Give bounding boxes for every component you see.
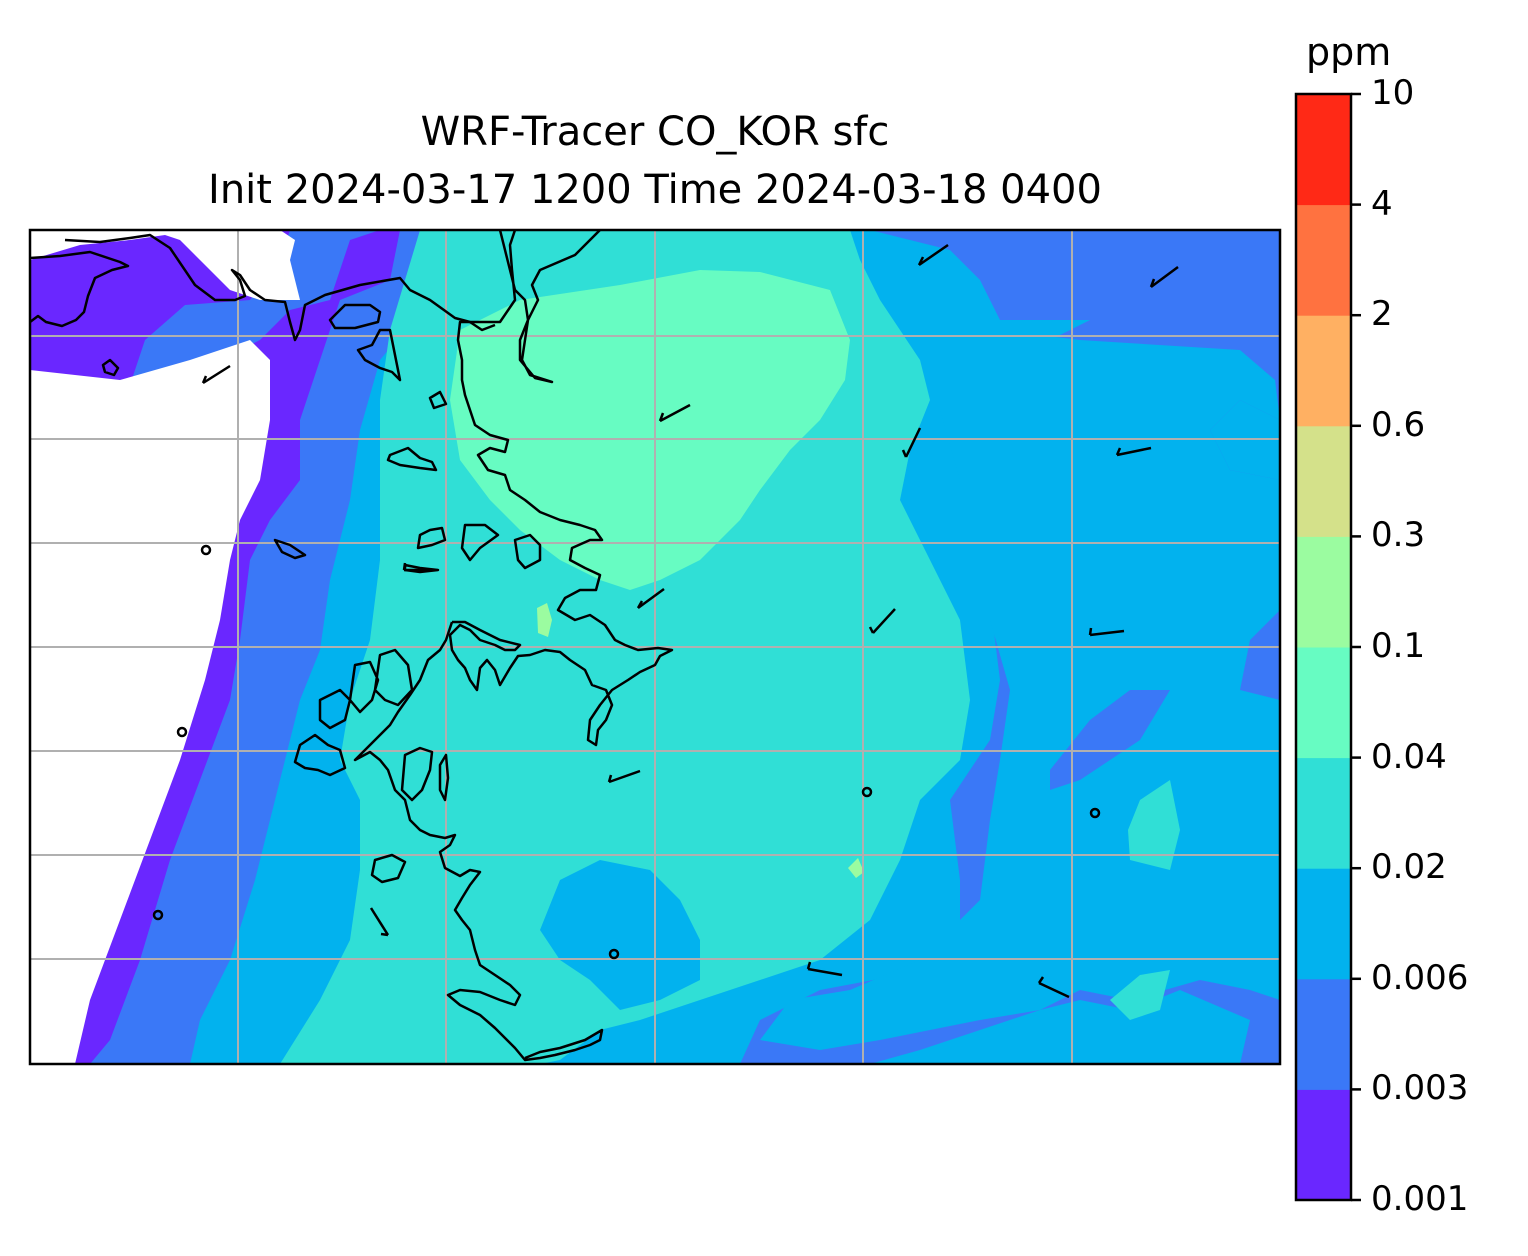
colorbar-segment (1296, 94, 1351, 206)
wind-barb (201, 364, 231, 385)
colorbar-segment (1296, 1089, 1351, 1201)
colorbar-tick-label: 0.001 (1371, 1179, 1469, 1219)
island-circle (152, 909, 164, 921)
colorbar-segment (1296, 647, 1351, 759)
colorbar-segment (1296, 425, 1351, 537)
colorbar-tick-label: 0.1 (1371, 626, 1426, 666)
colorbar-tick-label: 2 (1371, 294, 1393, 335)
wind-barb (658, 403, 691, 423)
contour-002-southeast (1110, 970, 1170, 1020)
contour-004 (450, 270, 850, 590)
wind-barb (868, 608, 896, 634)
coastline-west-korea (448, 320, 674, 747)
wind-barb (402, 562, 436, 572)
map-title: WRF-Tracer CO_KOR sfc (420, 109, 890, 155)
colorbar-unit-label: ppm (1306, 30, 1392, 74)
contour-01-small (848, 858, 864, 878)
colorbar-tick-label: 4 (1371, 183, 1393, 224)
island-circle (176, 726, 188, 738)
island-circle (861, 786, 873, 798)
colorbar-segment (1296, 868, 1351, 980)
wind-barb (1149, 265, 1179, 289)
island-circle (200, 544, 212, 556)
colorbar-segment (1296, 315, 1351, 427)
wind-barb (1088, 627, 1125, 637)
contour-0003-patch (1050, 690, 1170, 790)
contour-0006-east (760, 330, 1280, 1050)
contour-002-east (1128, 780, 1180, 870)
map-subtitle: Init 2024-03-17 1200 Time 2024-03-18 040… (208, 167, 1102, 213)
wind-barb (806, 961, 843, 977)
wind-barb (369, 907, 390, 937)
wind-barb (636, 587, 665, 610)
colorbar-segment (1296, 536, 1351, 648)
gridlines (30, 230, 1280, 1064)
wind-barb (607, 769, 641, 784)
land-area (30, 230, 300, 300)
map-frame (28, 228, 1282, 1066)
wind-barb (901, 427, 922, 458)
coastline-south-korea (353, 621, 604, 1062)
wind-barbs (201, 243, 1179, 999)
land-area-2 (30, 340, 270, 1064)
colorbar-segment (1296, 204, 1351, 316)
colorbar-tick-label: 0.3 (1371, 515, 1426, 556)
wind-barb (1037, 976, 1070, 999)
island-circle (608, 948, 620, 960)
coastlines (30, 230, 1101, 1062)
colorbar-segment (1296, 978, 1351, 1090)
island-circle (1089, 807, 1101, 819)
coastline-islands (101, 303, 542, 884)
colorbar-segment (1296, 757, 1351, 869)
colorbar-tick-label: 10 (1371, 73, 1415, 113)
wind-barb (917, 243, 949, 267)
colorbar-tick-label: 0.02 (1371, 847, 1447, 888)
contour-0006-hole (540, 860, 700, 1010)
colorbar-tick-label: 0.003 (1371, 1068, 1469, 1109)
colorbar-tick-label: 0.04 (1371, 736, 1447, 777)
colorbar-tick-label: 0.6 (1371, 404, 1426, 445)
wind-barb (1115, 446, 1152, 457)
colorbar (1294, 92, 1361, 1202)
colorbar-tick-label: 0.006 (1371, 957, 1469, 998)
contour-01 (537, 603, 552, 637)
